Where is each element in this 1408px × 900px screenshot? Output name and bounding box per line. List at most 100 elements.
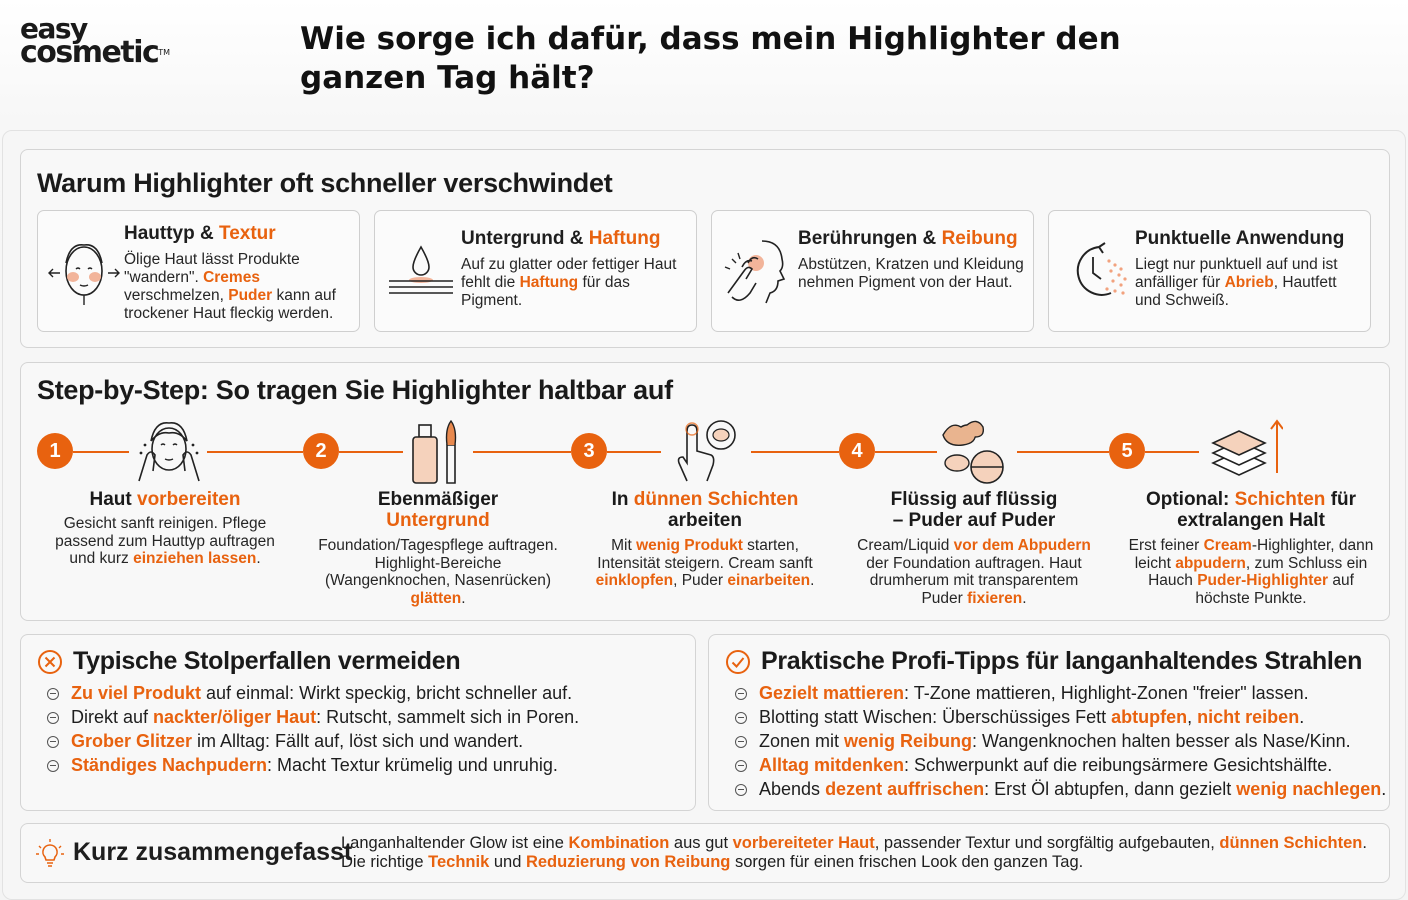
step-number: 2	[303, 433, 339, 469]
list-item: Ständiges Nachpudern: Macht Textur krüme…	[47, 753, 579, 777]
layers-arrow-up-icon	[1211, 419, 1283, 476]
highlight-text: einarbeiten	[727, 572, 811, 589]
list-item: Gezielt mattieren: T-Zone mattieren, Hig…	[735, 681, 1386, 705]
reason-desc: Auf zu glatter oder fettiger Haut fehlt …	[461, 256, 677, 309]
page-title: Wie sorge ich dafür, dass mein Highlight…	[300, 21, 1121, 96]
highlight-text: vorbereiten	[137, 489, 241, 510]
step-number: 1	[37, 433, 73, 469]
step-number: 5	[1109, 433, 1145, 469]
highlight-text: nicht reiben	[1197, 707, 1300, 727]
tips-heading: Praktische Profi-Tipps für langanhaltend…	[761, 647, 1363, 675]
minus-circle-icon	[47, 712, 59, 724]
minus-circle-icon	[735, 784, 747, 796]
minus-circle-icon	[47, 760, 59, 772]
summary-heading: Kurz zusammengefasst	[73, 838, 353, 866]
highlight-text: Grober Glitzer	[71, 731, 193, 751]
brand-logo[interactable]: easy cosmeticTM	[20, 12, 190, 70]
finger-compact-icon	[677, 420, 736, 482]
list-item: Direkt auf nackter/öliger Haut: Rutscht,…	[47, 705, 579, 729]
highlight-text: Abrieb	[1224, 274, 1274, 291]
highlight-text: Kombination	[568, 834, 670, 852]
step-title: Ebenmäßiger Untergrund	[377, 489, 499, 531]
steps-panel: Step-by-Step: So tragen Sie Highlighter …	[20, 362, 1390, 621]
brand-line1: easy	[20, 12, 88, 45]
highlight-text: fixieren	[967, 589, 1023, 607]
hand-touching-face-icon	[724, 240, 786, 304]
list-item: Zonen mit wenig Reibung: Wangenknochen h…	[735, 729, 1386, 753]
pitfalls-list: Zu viel Produkt auf einmal: Wirkt specki…	[47, 681, 579, 777]
minus-circle-icon	[735, 688, 747, 700]
tips-panel: Praktische Profi-Tipps für langanhaltend…	[708, 634, 1390, 811]
highlight-text: Zu viel Produkt	[71, 683, 202, 703]
list-item: Blotting statt Wischen: Überschüssiges F…	[735, 705, 1386, 729]
step-connector	[1017, 451, 1109, 453]
step-title: Optional: Schichten für extralangen Halt	[1145, 489, 1357, 531]
reason-card: Untergrund & Haftung Auf zu glatter oder…	[374, 210, 697, 332]
highlight-text: abpudern	[1175, 554, 1246, 572]
tips-list: Gezielt mattieren: T-Zone mattieren, Hig…	[735, 681, 1386, 801]
highlight-text: Untergrund	[386, 510, 490, 531]
step-desc: Cream/Liquid vor dem Abpudern der Founda…	[857, 537, 1091, 607]
reasons-heading: Warum Highlighter oft schneller verschwi…	[37, 168, 613, 198]
lightbulb-icon	[36, 839, 64, 867]
cream-and-powder-icon	[942, 420, 1004, 484]
reason-title: Berührungen & Reibung	[798, 228, 1018, 249]
step-title: Haut vorbereiten	[89, 489, 241, 510]
highlight-text: Gezielt mattieren	[759, 683, 905, 703]
clock-dots-icon	[1076, 242, 1127, 296]
step-connector	[473, 451, 571, 453]
list-item: Zu viel Produkt auf einmal: Wirkt specki…	[47, 681, 579, 705]
step-2: Ebenmäßiger Untergrund Foundation/Tagesp…	[315, 489, 561, 607]
reasons-panel: Warum Highlighter oft schneller verschwi…	[20, 149, 1390, 348]
highlight-text: dünnen Schichten	[1219, 834, 1363, 852]
step-desc: Erst feiner Cream-Highlighter, dann leic…	[1128, 537, 1374, 607]
minus-circle-icon	[47, 688, 59, 700]
highlight-text: wenig Produkt	[636, 537, 743, 554]
step-connector	[207, 451, 303, 453]
step-number: 3	[571, 433, 607, 469]
foundation-bottle-brush-icon	[412, 419, 457, 484]
steps-heading: Step-by-Step: So tragen Sie Highlighter …	[37, 375, 673, 405]
step-3: In dünnen Schichten arbeiten Mit wenig P…	[585, 489, 825, 590]
step-connector	[339, 451, 403, 453]
step-connector	[73, 451, 129, 453]
infographic-sheet: Warum Highlighter oft schneller verschwi…	[2, 130, 1406, 900]
step-desc: Mit wenig Produkt starten, Intensität st…	[595, 537, 815, 589]
minus-circle-icon	[47, 736, 59, 748]
highlight-text: dezent auffrischen	[825, 779, 985, 799]
step-4: Flüssig auf flüssig – Puder auf Puder Cr…	[847, 489, 1101, 607]
x-circle-icon	[38, 650, 62, 674]
reason-title: Punktuelle Anwendung	[1135, 228, 1345, 249]
pitfalls-panel: Typische Stolperfallen vermeiden Zu viel…	[20, 634, 696, 811]
step-desc: Gesicht sanft reinigen. Pflege passend z…	[55, 515, 275, 567]
highlight-text: vorbereiteter Haut	[732, 834, 875, 852]
reason-desc: Liegt nur punktuell auf und ist anfällig…	[1135, 256, 1338, 309]
highlight-text: Ständiges Nachpudern	[71, 755, 268, 775]
summary-text: Langanhaltender Glow ist eine Kombinatio…	[341, 834, 1367, 871]
highlight-text: Cremes	[203, 269, 260, 286]
minus-circle-icon	[735, 736, 747, 748]
brand-line2: cosmetic	[20, 35, 160, 70]
highlight-text: Puder-Highlighter	[1197, 572, 1329, 589]
highlight-text: einklopfen	[595, 572, 674, 589]
face-oily-skin-icon	[48, 244, 120, 305]
check-circle-icon	[726, 650, 750, 674]
highlight-text: wenig Reibung	[844, 731, 973, 751]
reason-card: Punktuelle Anwendung Liegt nur punktuell…	[1048, 210, 1371, 332]
highlight-text: vor dem Abpudern	[953, 537, 1091, 554]
highlight-text: nackter/öliger Haut	[153, 707, 317, 727]
step-1: Haut vorbereiten Gesicht sanft reinigen.…	[45, 489, 285, 568]
reason-card: Berührungen & Reibung Abstützen, Kratzen…	[711, 210, 1034, 332]
reason-title: Untergrund & Haftung	[461, 228, 661, 249]
step-title: Flüssig auf flüssig – Puder auf Puder	[890, 489, 1058, 531]
highlight-text: einziehen lassen	[133, 550, 257, 567]
highlight-text: Reduzierung von Reibung	[525, 853, 731, 871]
step-number: 4	[839, 433, 875, 469]
face-cleansing-icon	[138, 422, 200, 482]
step-connector	[1145, 451, 1199, 453]
droplet-surface-icon	[389, 245, 453, 294]
step-desc: Foundation/Tagespflege auftragen. Highli…	[318, 537, 558, 607]
highlight-text: abtupfen	[1111, 707, 1188, 727]
highlight-text: Puder	[228, 287, 273, 304]
highlight-text: wenig nachlegen	[1236, 779, 1382, 799]
